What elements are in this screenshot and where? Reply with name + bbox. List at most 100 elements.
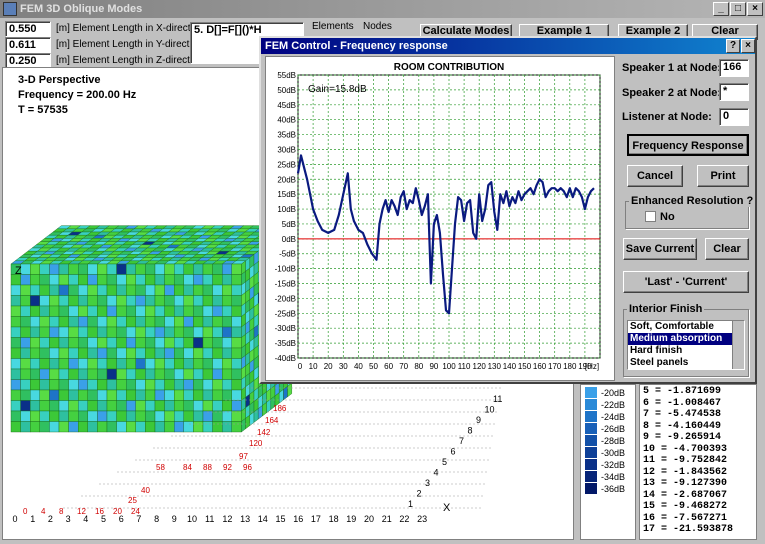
mesh-cell	[202, 295, 213, 307]
mesh-cell	[39, 389, 50, 401]
node-tick-label: 92	[223, 463, 232, 472]
mesh-cell	[30, 389, 41, 401]
legend-label: -26dB	[601, 424, 625, 434]
mesh-cell	[231, 379, 242, 391]
cancel-button[interactable]: Cancel	[627, 165, 683, 187]
mesh-cell	[97, 400, 108, 412]
legend-swatch	[585, 399, 597, 410]
speaker2-input[interactable]: *	[719, 83, 749, 101]
mesh-cell	[49, 263, 60, 275]
x-axis-tick: 170	[548, 362, 562, 371]
mesh-cell	[116, 337, 127, 349]
enhanced-checkbox[interactable]	[645, 211, 656, 222]
y-tick-label: 6	[451, 447, 456, 457]
x-length-input[interactable]: 0.550	[5, 21, 51, 37]
mesh-cell	[58, 379, 69, 391]
x-tick-label: 23	[417, 514, 427, 524]
mesh-cell	[221, 316, 232, 328]
mesh-cell	[193, 326, 204, 338]
finish-option[interactable]: Hard finish	[630, 345, 683, 356]
finish-option[interactable]: Soft, Comfortable	[630, 321, 714, 332]
finish-option-selected[interactable]: Medium absorption	[628, 333, 744, 345]
mesh-cell	[30, 358, 41, 370]
node-tick-label: 25	[128, 496, 137, 505]
mesh-cell	[106, 347, 117, 359]
close-button[interactable]: ×	[747, 2, 763, 16]
mesh-cell	[135, 379, 146, 391]
mesh-cell	[183, 389, 194, 401]
mesh-cell	[231, 358, 242, 370]
mesh-cell	[68, 263, 79, 275]
frequency-response-dialog: FEM Control - Frequency response ? × 55d…	[259, 36, 757, 384]
mesh-cell	[77, 389, 88, 401]
mesh-cell	[49, 347, 60, 359]
mesh-cell	[20, 337, 31, 349]
finish-list-scrollbar[interactable]	[732, 321, 744, 369]
app-titlebar: FEM 3D Oblique Modes _ □ ×	[0, 0, 765, 18]
y-tick-label: 7	[459, 436, 464, 446]
mesh-cell	[58, 316, 69, 328]
formula-box[interactable]: 5. D[]=F[]()*H	[190, 22, 304, 64]
mesh-cell	[58, 347, 69, 359]
mesh-cell	[145, 379, 156, 391]
maximize-button[interactable]: □	[730, 2, 746, 16]
mesh-cell	[68, 316, 79, 328]
x-tick-label: 19	[346, 514, 356, 524]
mesh-cell	[183, 337, 194, 349]
mesh-cell	[193, 389, 204, 401]
listener-input[interactable]: 0	[719, 108, 749, 126]
mesh-cell	[145, 295, 156, 307]
mesh-cell	[68, 358, 79, 370]
y-axis-tick: 35dB	[277, 131, 296, 140]
x-tick-label: 18	[329, 514, 339, 524]
y-tick-label: 11	[493, 394, 502, 404]
mode-value-row: 11 = -9.752842	[643, 455, 728, 466]
x-tick-label: 14	[258, 514, 268, 524]
mode-value-row: 9 = -9.265914	[643, 432, 722, 443]
modes-list[interactable]: 5 = -1.871699 6 = -1.008467 7 = -5.474538 8…	[639, 384, 757, 540]
x-axis-tick: 20	[324, 362, 333, 371]
mesh-cell	[173, 284, 184, 296]
mesh-cell	[97, 274, 108, 286]
frequency-response-button[interactable]: Frequency Response	[627, 134, 749, 156]
mode-value-row: 17 = -21.593878	[643, 524, 734, 535]
mesh-cell	[97, 284, 108, 296]
mesh-cell	[154, 389, 165, 401]
speaker1-input[interactable]: 166	[719, 59, 749, 77]
mesh-cell	[202, 274, 213, 286]
interior-finish-list[interactable]: Soft, Comfortable Medium absorption Hard…	[627, 320, 745, 370]
mesh-cell	[202, 284, 213, 296]
mesh-cell	[183, 347, 194, 359]
x-length-label: [m] Element Length in X-direction	[56, 23, 204, 34]
help-button[interactable]: ?	[726, 39, 740, 53]
legend-label: -20dB	[601, 388, 625, 398]
last-minus-current-button[interactable]: 'Last' - 'Current'	[623, 271, 749, 293]
mesh-cell	[221, 347, 232, 359]
x-axis-tick: 50	[369, 362, 378, 371]
minimize-button[interactable]: _	[713, 2, 729, 16]
y-length-input[interactable]: 0.611	[5, 37, 51, 53]
finish-option[interactable]: Steel panels	[630, 357, 689, 368]
x-axis-tick: 100	[442, 362, 456, 371]
save-current-button[interactable]: Save Current	[623, 238, 697, 260]
mesh-cell	[68, 274, 79, 286]
mesh-cell	[77, 400, 88, 412]
mesh-cell	[97, 421, 108, 433]
mesh-cell	[58, 284, 69, 296]
mesh-cell	[49, 358, 60, 370]
x-axis-tick: 70	[399, 362, 408, 371]
print-button[interactable]: Print	[697, 165, 749, 187]
mesh-cell	[30, 263, 41, 275]
dialog-clear-button[interactable]: Clear	[705, 238, 749, 260]
mesh-cell	[39, 295, 50, 307]
x-tick-label: 17	[311, 514, 321, 524]
mesh-cell	[154, 400, 165, 412]
mesh-cell	[193, 337, 204, 349]
mode-value-row: 7 = -5.474538	[643, 409, 722, 420]
mesh-cell	[58, 389, 69, 401]
dialog-close-button[interactable]: ×	[741, 39, 755, 53]
mesh-cell	[20, 284, 31, 296]
mesh-cell	[193, 263, 204, 275]
mesh-cell	[212, 305, 223, 317]
y-axis-tick: 55dB	[277, 71, 296, 80]
